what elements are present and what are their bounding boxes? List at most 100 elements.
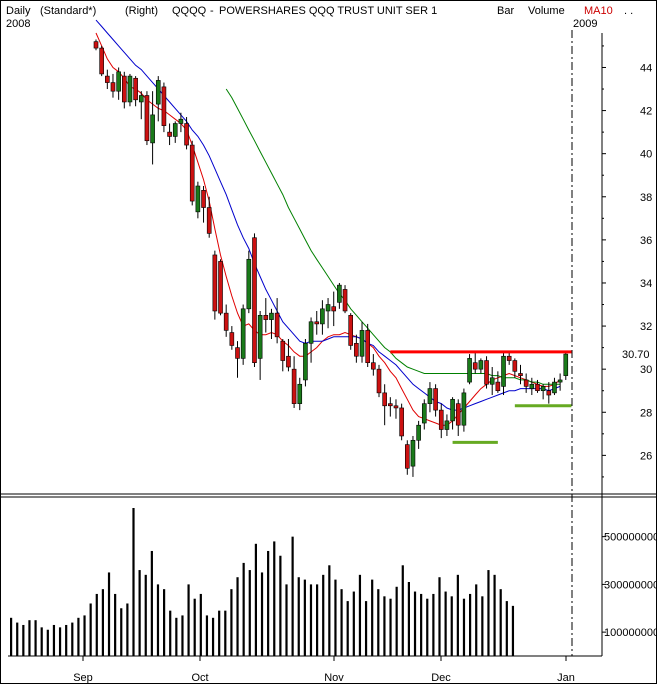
candle-body [342,289,348,312]
candle-body [410,439,416,467]
candle-body [489,377,495,385]
header-axis-side: (Right) [125,5,158,17]
candle-body [116,71,121,92]
header-mode: (Standard*) [40,5,96,17]
candle-body [506,355,512,361]
candle-body [280,340,286,361]
candle-body [320,308,325,325]
candle [427,382,433,413]
candle-body [167,131,172,137]
volume-bar [279,555,282,656]
volume-bar [401,565,404,656]
volume-bar [28,620,31,656]
candle-body [365,330,370,364]
volume-bar [71,622,74,656]
candle [291,356,297,408]
candle [184,117,189,150]
candle [105,69,110,90]
volume-bar [444,591,447,656]
volume-bar [199,593,202,656]
candle [314,310,320,335]
candle-body [150,114,155,144]
header-symbol: QQQQ [172,5,207,17]
volume-bar [224,610,227,656]
volume-bar [236,577,239,656]
candle [393,399,399,419]
volume-y-axis: 100000000 300000000 500000000 [602,532,657,639]
candle [450,397,455,430]
candle-body [337,284,342,303]
volume-bar [193,598,196,656]
candle [467,354,472,385]
candle [529,377,535,396]
candle-body [297,383,303,404]
candle-body [563,353,569,376]
candle [557,373,563,391]
candle [116,67,121,100]
candle-body [523,379,529,387]
header-name: POWERSHARES QQQ TRUST UNIT SER 1 [219,5,437,17]
candle-body [161,86,167,126]
candle [472,351,478,374]
candle [455,399,461,436]
candle-body [540,386,546,392]
volume-bar [132,508,135,656]
volume-bar [260,572,264,656]
candle [546,382,552,404]
volume-tick-label: 300000000 [604,579,657,591]
x-tick-label: Sep [73,672,93,684]
candle [512,358,518,378]
volume-bar [230,589,233,656]
volume-bar [242,562,245,656]
candle-body [110,82,116,92]
candle-body [286,355,291,368]
volume-bar [364,601,368,656]
volume-bar [297,577,300,656]
candle [331,291,337,327]
volume-bar [16,622,19,656]
price-tick-label: 32 [640,321,652,333]
volume-bar [432,593,435,656]
candle [501,351,506,396]
volume-bar [163,589,166,656]
candle-body [172,123,178,137]
candle-body [433,388,438,411]
price-tick-label: 28 [640,407,652,419]
candle-body [263,314,269,320]
candle [399,403,404,441]
candle [280,339,286,372]
candle-body [495,381,501,392]
volume-bar [291,536,294,656]
candle [461,388,467,432]
volume-bar [150,550,153,656]
candle-body [303,343,308,381]
candle-body [512,360,518,372]
candle [218,259,223,316]
candle [144,91,150,146]
candle [404,440,410,475]
volume-bar [438,577,441,656]
candle-body [382,392,387,407]
price-tick-label: 36 [640,235,652,247]
chart-header: Daily (Standard*) (Right) QQQQ - POWERSH… [6,5,633,30]
volume-bar [107,572,111,656]
candle [308,317,314,363]
candle [161,82,167,133]
volume-bar [285,584,288,656]
candle [348,313,354,350]
candle [172,121,178,143]
candle-body [138,95,144,103]
candle [421,399,427,430]
candle-body [93,41,99,49]
candle-body [252,237,257,364]
volume-bar [10,617,13,656]
candle-body [240,308,246,359]
moving-averages [95,19,561,426]
volume-tick-label: 500000000 [604,532,657,544]
candle-body [184,123,189,146]
candle-body [388,403,393,407]
volume-bar [40,627,43,656]
candle-body [399,407,404,437]
candle [365,323,370,368]
